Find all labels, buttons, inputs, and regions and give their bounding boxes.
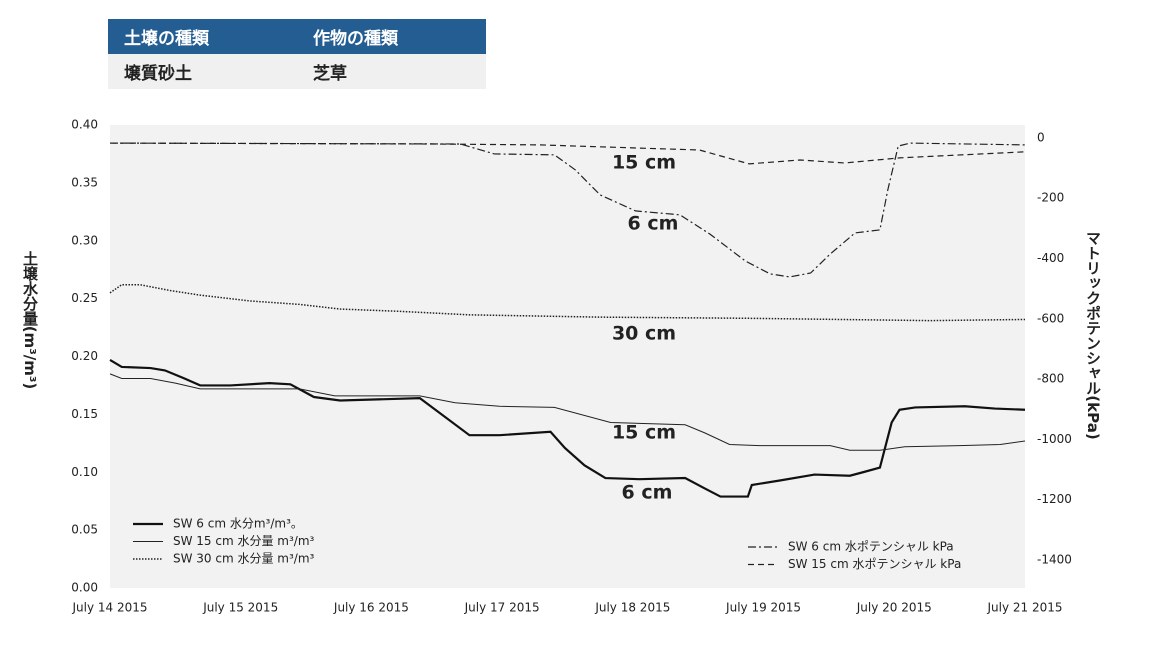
y-tick-label: 0.15 bbox=[71, 407, 98, 421]
y-tick-label: 0.00 bbox=[71, 581, 98, 595]
y-tick-label: 0.25 bbox=[71, 291, 98, 305]
y-tick-label: 0.10 bbox=[71, 465, 98, 479]
legend-label: SW 15 cm 水分量 m³/m³ bbox=[173, 534, 315, 548]
y2-tick-label: -200 bbox=[1037, 191, 1064, 205]
annotation: 15 cm bbox=[612, 152, 676, 174]
annotation: 6 cm bbox=[622, 482, 673, 504]
y-axis-title: 土壌水分量(m³/m³) bbox=[21, 250, 39, 389]
line bbox=[109, 142, 1026, 165]
legend-label: SW 6 cm 水ポテンシャル kPa bbox=[788, 540, 954, 554]
y2-tick-label: -1400 bbox=[1037, 552, 1072, 566]
table-row: 壌質砂土 芝草 bbox=[108, 54, 486, 89]
legend-label: SW 30 cm 水分量 m³/m³ bbox=[173, 552, 315, 566]
x-tick-label: July 17 2015 bbox=[464, 601, 540, 615]
y2-tick-label: -400 bbox=[1037, 251, 1064, 265]
info-table: 土壌の種類 作物の種類 壌質砂土 芝草 bbox=[108, 19, 486, 89]
x-tick-label: July 21 2015 bbox=[986, 601, 1062, 615]
line bbox=[109, 359, 1026, 498]
annotation: 6 cm bbox=[628, 213, 679, 235]
legend-label: SW 15 cm 水ポテンシャル kPa bbox=[788, 557, 961, 571]
header-cell: 土壌の種類 bbox=[108, 19, 297, 54]
x-tick-label: July 14 2015 bbox=[71, 601, 147, 615]
x-tick-label: July 19 2015 bbox=[725, 601, 801, 615]
x-tick-label: July 18 2015 bbox=[594, 601, 670, 615]
y-tick-label: 0.40 bbox=[71, 118, 98, 132]
line bbox=[109, 142, 1026, 278]
header-cell: 作物の種類 bbox=[297, 19, 486, 54]
x-tick-label: July 16 2015 bbox=[333, 601, 409, 615]
legend-label: SW 6 cm 水分m³/m³。 bbox=[173, 517, 303, 531]
y2-tick-label: -1000 bbox=[1037, 432, 1072, 446]
cell: 芝草 bbox=[297, 54, 486, 89]
y2-tick-label: -600 bbox=[1037, 311, 1064, 325]
table-header: 土壌の種類 作物の種類 bbox=[108, 19, 486, 54]
y-tick-label: 0.30 bbox=[71, 233, 98, 247]
y-tick-label: 0.35 bbox=[71, 175, 98, 189]
y-tick-label: 0.05 bbox=[71, 523, 98, 537]
plot-area bbox=[110, 125, 1025, 588]
annotation: 30 cm bbox=[612, 323, 676, 345]
y2-tick-label: -1200 bbox=[1037, 492, 1072, 506]
y2-axis-title: マトリックポテンシャル(kPa) bbox=[1084, 230, 1102, 439]
line bbox=[109, 373, 1026, 451]
cell: 壌質砂土 bbox=[108, 54, 297, 89]
x-tick-label: July 15 2015 bbox=[202, 601, 278, 615]
annotation: 15 cm bbox=[612, 422, 676, 444]
y2-tick-label: 0 bbox=[1037, 130, 1045, 144]
y2-tick-label: -800 bbox=[1037, 372, 1064, 386]
y-tick-label: 0.20 bbox=[71, 349, 98, 363]
line bbox=[109, 283, 1026, 322]
x-tick-label: July 20 2015 bbox=[856, 601, 932, 615]
